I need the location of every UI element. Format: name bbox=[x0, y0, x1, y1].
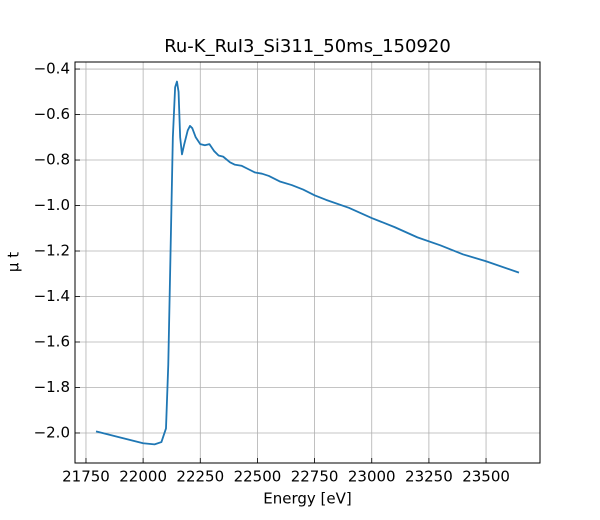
y-tick-label: −2.0 bbox=[34, 423, 70, 441]
chart-title: Ru-K_RuI3_Si311_50ms_150920 bbox=[164, 36, 451, 57]
y-tick-label: −0.4 bbox=[34, 60, 70, 78]
y-tick-label: −1.0 bbox=[34, 196, 70, 214]
x-tick-label: 22000 bbox=[119, 468, 167, 486]
x-tick-label: 22500 bbox=[234, 468, 282, 486]
data-line bbox=[95, 80, 520, 446]
x-axis-label: Energy [eV] bbox=[263, 490, 351, 508]
x-tick-label: 22250 bbox=[176, 468, 224, 486]
x-tick-label: 22750 bbox=[291, 468, 339, 486]
y-tick-label: −1.2 bbox=[34, 242, 70, 260]
y-axis-label: μ t bbox=[5, 252, 23, 272]
y-tick-label: −1.4 bbox=[34, 287, 70, 305]
x-tick-label: 23250 bbox=[405, 468, 453, 486]
plot-frame bbox=[74, 61, 541, 464]
x-tick-label: 21750 bbox=[62, 468, 110, 486]
y-tick-label: −0.6 bbox=[34, 105, 70, 123]
y-tick-label: −1.8 bbox=[34, 378, 70, 396]
x-tick-label: 23000 bbox=[348, 468, 396, 486]
y-tick-label: −0.8 bbox=[34, 151, 70, 169]
x-tick-label: 23500 bbox=[462, 468, 510, 486]
y-tick-label: −1.6 bbox=[34, 332, 70, 350]
